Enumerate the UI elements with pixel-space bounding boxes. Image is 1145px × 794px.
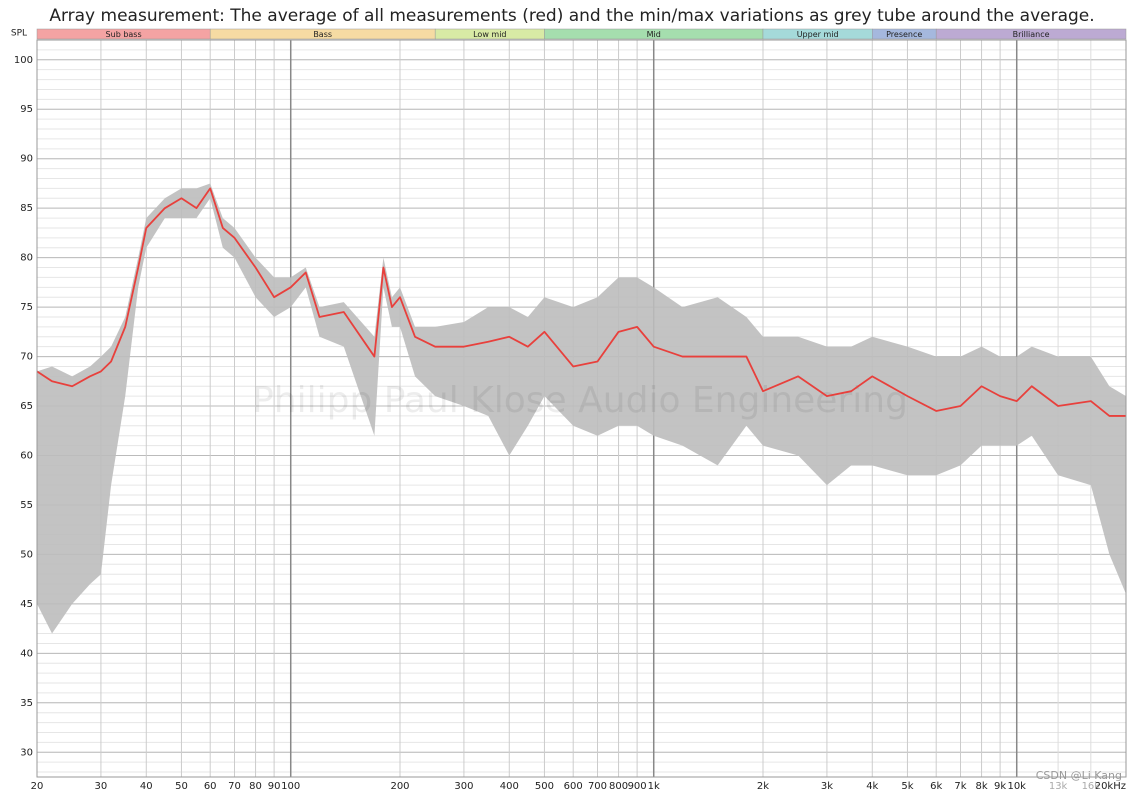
x-tick-label: 8k — [975, 781, 987, 792]
y-tick-label: 55 — [20, 500, 33, 511]
x-tick-label: 600 — [564, 781, 583, 792]
band-label: Upper mid — [797, 30, 839, 39]
y-tick-label: 85 — [20, 203, 33, 214]
x-tick-label: 300 — [454, 781, 473, 792]
band-label: Mid — [647, 30, 661, 39]
y-tick-label: 30 — [20, 747, 33, 758]
x-tick-label-faint: 13k — [1049, 781, 1068, 792]
x-tick-label: 400 — [500, 781, 519, 792]
band-label: Bass — [313, 30, 332, 39]
x-tick-label: 60 — [204, 781, 217, 792]
chart-title: Array measurement: The average of all me… — [49, 6, 1094, 26]
x-tick-label: 20 — [31, 781, 44, 792]
x-tick-label: 1k — [648, 781, 660, 792]
band-label: Sub bass — [106, 30, 142, 39]
band-label: Brilliance — [1013, 30, 1050, 39]
x-tick-label: 7k — [954, 781, 966, 792]
band-label: Presence — [886, 30, 922, 39]
x-tick-label: 200 — [390, 781, 409, 792]
x-tick-label: 800 — [609, 781, 628, 792]
x-tick-label: 20kHz — [1095, 781, 1126, 792]
y-tick-label: 40 — [20, 648, 33, 659]
y-tick-label: 95 — [20, 104, 33, 115]
x-tick-label: 90 — [268, 781, 281, 792]
x-tick-label: 5k — [901, 781, 913, 792]
y-tick-label: 75 — [20, 302, 33, 313]
x-tick-label: 50 — [175, 781, 188, 792]
average-line — [36, 187, 1126, 417]
min-max-tube — [37, 183, 1126, 634]
x-tick-label: 40 — [140, 781, 153, 792]
x-tick-label: 3k — [821, 781, 833, 792]
x-tick-label: 6k — [930, 781, 942, 792]
y-tick-label: 90 — [20, 154, 33, 165]
y-axis-label: SPL — [11, 29, 27, 39]
band — [935, 28, 1127, 40]
y-tick-label: 50 — [20, 549, 33, 560]
x-tick-label-faint: 16k — [1082, 781, 1101, 792]
credit: CSDN @Li Kang — [1036, 769, 1122, 782]
x-tick-label: 4k — [866, 781, 878, 792]
y-tick-label: 100 — [14, 55, 33, 66]
x-tick-label: 700 — [588, 781, 607, 792]
y-tick-label: 35 — [20, 698, 33, 709]
x-tick-label: 100 — [281, 781, 300, 792]
x-tick-label: 10k — [1007, 781, 1026, 792]
x-tick-label: 30 — [95, 781, 108, 792]
y-tick-label: 70 — [20, 352, 33, 363]
y-tick-label: 60 — [20, 450, 33, 461]
band-label: Low mid — [473, 30, 506, 39]
watermark: Philipp Paul Klose Audio Engineering — [252, 380, 908, 421]
x-tick-label: 80 — [249, 781, 262, 792]
y-tick-label: 80 — [20, 253, 33, 264]
x-tick-label: 500 — [535, 781, 554, 792]
x-tick-label: 9k — [994, 781, 1006, 792]
y-tick-label: 45 — [20, 599, 33, 610]
x-tick-label: 70 — [228, 781, 241, 792]
plot-frame — [36, 39, 1127, 778]
y-tick-label: 65 — [20, 401, 33, 412]
x-tick-label: 900 — [628, 781, 647, 792]
x-tick-label: 2k — [757, 781, 769, 792]
